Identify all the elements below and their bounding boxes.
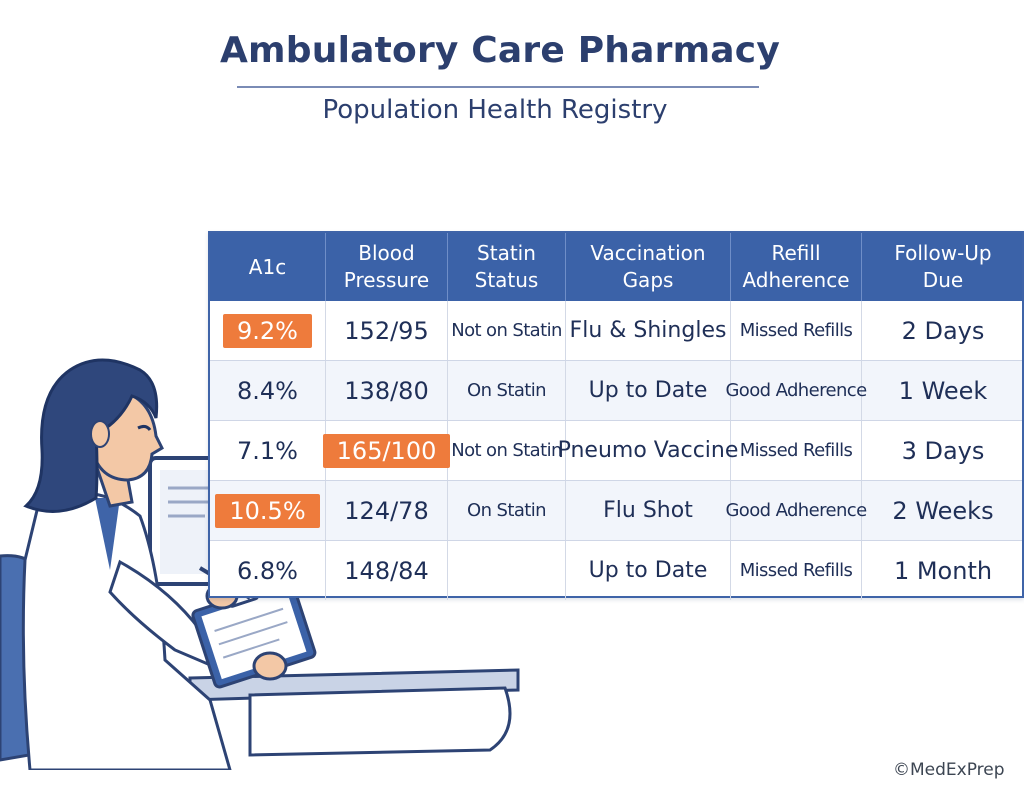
page-subtitle: Population Health Registry [322,95,668,125]
cell-statin-status: Not on Statin [448,301,566,360]
cell-follow-up-due: 1 Month [862,541,1024,600]
cell-value: Up to Date [588,558,708,583]
table-header: A1c Blood Pressure Statin Status Vaccina… [210,233,1022,301]
column-header-blood-pressure: Blood Pressure [326,233,448,301]
cell-follow-up-due: 3 Days [862,421,1024,480]
cell-blood-pressure: 138/80 [326,361,448,420]
cell-value: 3 Days [901,436,985,465]
cell-value: Missed Refills [739,320,853,341]
page-title: Ambulatory Care Pharmacy [220,30,780,71]
column-header-a1c: A1c [210,233,326,301]
cell-refill-adherence: Missed Refills [731,541,862,600]
table-row: 10.5% 124/78 On Statin Flu Shot Good Adheren… [210,480,1022,540]
title-divider [237,86,759,88]
flagged-value-badge: 9.2% [223,313,312,348]
cell-statin-status: On Statin [448,481,566,540]
table-row: 7.1% 165/100 Not on Statin Pneumo Vaccine Mi… [210,420,1022,480]
cell-statin-status [448,541,566,600]
cell-refill-adherence: Good Adherence [725,481,867,540]
cell-value: 6.8% [237,556,298,585]
table-row: 9.2% 152/95 Not on Statin Flu & Shingles Mis… [210,301,1022,360]
table-body: 9.2% 152/95 Not on Statin Flu & Shingles Mis… [210,301,1022,600]
cell-follow-up-due: 1 Week [862,361,1024,420]
column-header-vaccination-gaps: Vaccination Gaps [566,233,731,301]
cell-value: 1 Week [898,376,988,405]
cell-vaccination-gaps: Flu Shot [566,481,731,540]
population-health-table: A1c Blood Pressure Statin Status Vaccina… [208,231,1024,600]
cell-value: 2 Days [901,316,985,345]
cell-a1c: 6.8% [210,541,326,600]
copyright-credit: ©MedExPrep [893,760,1005,780]
cell-value: 1 Month [893,556,993,585]
cell-a1c: 10.5% [210,481,326,540]
cell-refill-adherence: Missed Refills [731,421,862,480]
cell-value: Flu Shot [603,498,693,523]
cell-value: Missed Refills [739,560,853,581]
cell-vaccination-gaps: Pneumo Vaccine [558,421,738,480]
cell-value: Missed Refills [739,440,853,461]
cell-blood-pressure: 124/78 [326,481,448,540]
cell-value: Flu & Shingles [569,318,727,343]
cell-value: On Statin [467,500,546,521]
cell-value: 148/84 [344,556,429,585]
flagged-value-badge: 10.5% [215,493,320,528]
cell-value: Up to Date [588,378,708,403]
cell-blood-pressure: 148/84 [326,541,448,600]
cell-vaccination-gaps: Up to Date [566,541,731,600]
cell-value: 7.1% [237,436,298,465]
table-row: 6.8% 148/84 Up to Date Missed Refills 1 Mont… [210,540,1022,600]
cell-vaccination-gaps: Flu & Shingles [566,301,731,360]
cell-statin-status: Not on Statin [448,421,566,480]
cell-a1c: 7.1% [210,421,326,480]
column-header-refill-adherence: Refill Adherence [731,233,862,301]
column-header-follow-up-due: Follow-Up Due [894,241,992,292]
cell-value: Not on Statin [451,440,562,461]
cell-refill-adherence: Good Adherence [725,361,867,420]
cell-value: Pneumo Vaccine [557,438,739,463]
cell-statin-status: On Statin [448,361,566,420]
cell-value: 124/78 [344,496,429,525]
table-row: 8.4% 138/80 On Statin Up to Date Good Adhere… [210,360,1022,420]
cell-blood-pressure: 165/100 [322,421,451,480]
flagged-value-badge: 165/100 [322,433,451,468]
cell-vaccination-gaps: Up to Date [566,361,731,420]
cell-value: Good Adherence [725,380,867,401]
cell-blood-pressure: 152/95 [326,301,448,360]
cell-follow-up-due: 2 Weeks [862,481,1024,540]
cell-value: On Statin [467,380,546,401]
cell-value: Not on Statin [451,320,562,341]
column-header-statin-status: Statin Status [448,233,566,301]
cell-value: 8.4% [237,376,298,405]
cell-value: 138/80 [344,376,429,405]
cell-refill-adherence: Missed Refills [731,301,862,360]
cell-a1c: 8.4% [210,361,326,420]
cell-value: Good Adherence [725,500,867,521]
cell-value: 152/95 [344,316,429,345]
cell-a1c: 9.2% [210,301,326,360]
cell-follow-up-due: 2 Days [862,301,1024,360]
cell-value: 2 Weeks [892,496,994,525]
